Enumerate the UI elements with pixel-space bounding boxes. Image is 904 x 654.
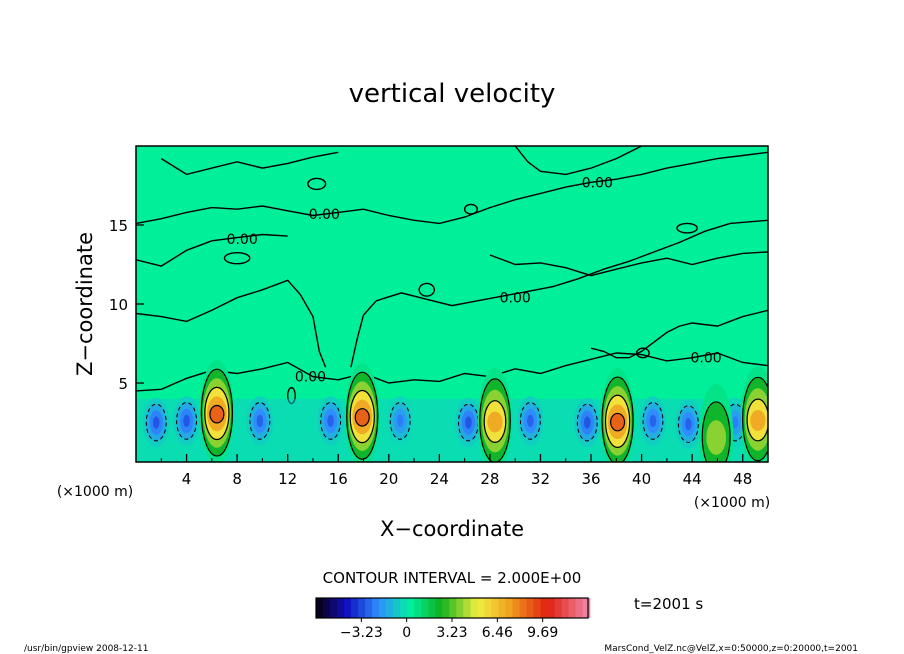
contour-label-0: 0.00: [309, 207, 340, 223]
contour-interval-label: CONTOUR INTERVAL = 2.000E+00: [323, 569, 582, 587]
plot-area: [136, 146, 768, 462]
x-tick-label-5: 24: [430, 470, 449, 488]
x-tick-label-0: 4: [182, 470, 192, 488]
contour-label-3: 0.00: [582, 175, 613, 191]
updraft-core-0: [199, 360, 234, 462]
x-axis-unit: (×1000 m): [694, 495, 770, 511]
colorbar-tick-label-1: 0: [402, 625, 411, 641]
zero-contour-loop-4: [635, 347, 650, 359]
downdraft-core-4: [386, 396, 414, 446]
downdraft-core-2: [246, 396, 274, 446]
zero-contour-loop-2: [418, 282, 436, 297]
zero-contour-1: [136, 279, 327, 368]
contour-label-5: 0.00: [690, 351, 721, 367]
zero-contour-6: [514, 146, 642, 176]
colorbar-stripes: [315, 597, 591, 619]
downdraft-core-7: [573, 398, 601, 447]
y-axis-label: Z−coordinate: [73, 232, 97, 376]
x-tick-label-6: 28: [480, 470, 499, 488]
x-tick-label-4: 20: [379, 470, 398, 488]
x-tick-label-11: 48: [733, 470, 752, 488]
colorbar-tick-label-3: 6.46: [482, 625, 513, 641]
velocity-cores: [136, 360, 768, 462]
x-tick-label-9: 40: [632, 470, 651, 488]
downdraft-core-3: [317, 396, 344, 446]
x-tick-label-10: 44: [683, 470, 702, 488]
downdraft-core-6: [517, 396, 544, 446]
zero-contour-loop-0: [307, 177, 327, 191]
footer-right: MarsCond_VelZ.nc@VelZ,x=0:50000,z=0:2000…: [604, 644, 858, 654]
y-tick-label-0: 5: [118, 375, 128, 393]
x-tick-label-8: 36: [581, 470, 600, 488]
updraft-core-1: [345, 363, 380, 462]
zero-contour-3: [136, 233, 288, 267]
downdraft-core-0: [142, 398, 170, 447]
downdraft-core-8: [639, 396, 667, 446]
colorbar-ticks: −3.23 0 3.23 6.46 9.69: [340, 618, 558, 641]
zero-contour-loop-5: [223, 251, 251, 265]
zero-contour-4: [136, 151, 768, 225]
downdraft-core-5: [455, 398, 482, 447]
downdraft-core-1: [173, 396, 200, 446]
y-tick-label-1: 10: [109, 296, 128, 314]
colorbar-tick-label-4: 9.69: [527, 625, 558, 641]
x-axis: 4 8 12 16 20 24 28 32 36 40 44 48: [160, 454, 752, 488]
chart-title: vertical velocity: [349, 79, 556, 109]
updraft-core-4: [699, 383, 734, 462]
updraft-core-2: [477, 368, 513, 462]
zero-contour-5: [160, 151, 339, 176]
y-tick-label-2: 15: [109, 217, 128, 235]
updraft-core-3: [600, 368, 635, 462]
zero-contour-8: [590, 309, 768, 359]
time-label: t=2001 s: [634, 595, 703, 613]
contour-label-1: 0.00: [227, 232, 258, 248]
x-tick-label-7: 32: [531, 470, 550, 488]
updraft-core-5: [740, 366, 768, 462]
contour-labels: 0.00 0.00 0.00 0.00 0.00 0.00: [227, 175, 722, 385]
y-axis: 5 10 15: [109, 217, 144, 393]
contour-label-4: 0.00: [295, 370, 326, 386]
x-tick-label-2: 12: [278, 470, 297, 488]
zero-contour-loop-1: [463, 203, 478, 215]
contour-label-2: 0.00: [500, 291, 531, 307]
zero-contour-lines: [136, 146, 768, 405]
downdraft-core-9: [675, 399, 702, 449]
colorbar: −3.23 0 3.23 6.46 9.69: [315, 597, 591, 641]
x-tick-label-1: 8: [232, 470, 242, 488]
zero-contour-0: [136, 352, 768, 392]
colorbar-tick-label-0: −3.23: [340, 625, 383, 641]
colorbar-tick-label-2: 3.23: [436, 625, 467, 641]
x-tick-label-3: 16: [329, 470, 348, 488]
x-axis-label: X−coordinate: [380, 517, 524, 541]
zero-contour-2: [350, 219, 768, 368]
zero-contour-7: [489, 251, 768, 277]
footer-left: /usr/bin/gpview 2008-12-11: [24, 644, 148, 654]
zero-contour-loop-3: [676, 222, 698, 234]
y-axis-unit: (×1000 m): [57, 484, 133, 500]
